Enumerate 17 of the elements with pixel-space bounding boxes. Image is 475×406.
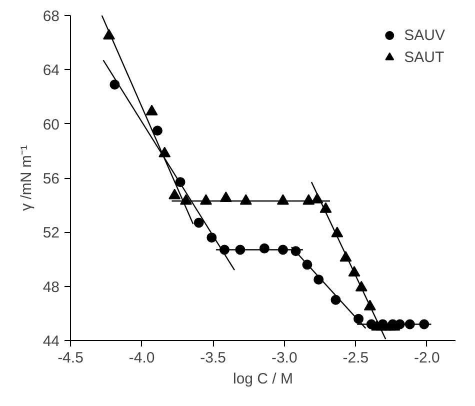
y-tick-label: 60: [42, 116, 60, 134]
y-tick-label: 44: [42, 333, 60, 350]
y-tick-label: 56: [42, 170, 60, 188]
y-tick-label: 64: [42, 62, 60, 80]
y-tick-label: 52: [42, 224, 60, 242]
x-tick-label: -2.5: [342, 350, 369, 366]
legend-label: SAUV: [404, 26, 445, 44]
x-axis-title: log C / M: [232, 370, 294, 388]
legend-label: SAUT: [404, 48, 444, 66]
y-tick-label: 48: [42, 278, 60, 296]
x-tick-label: -4.0: [128, 350, 155, 366]
y-tick-label: 68: [42, 8, 60, 25]
y-axis-title: γ /mN m⁻¹: [18, 145, 35, 211]
x-tick-label: -2.0: [414, 350, 440, 366]
x-tick-label: -4.5: [58, 350, 84, 366]
x-tick-label: -3.5: [200, 350, 226, 366]
x-tick-label: -3.0: [271, 350, 298, 366]
